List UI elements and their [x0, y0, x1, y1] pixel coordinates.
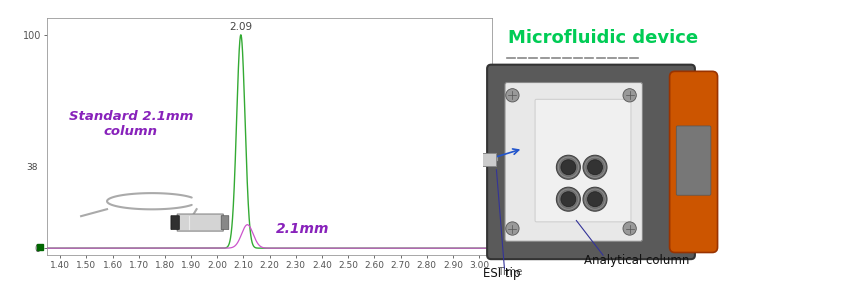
- Text: Microfluidic device: Microfluidic device: [508, 29, 698, 47]
- FancyBboxPatch shape: [669, 71, 717, 252]
- Circle shape: [556, 155, 580, 179]
- Circle shape: [623, 222, 636, 235]
- Text: 2.09: 2.09: [229, 22, 253, 32]
- Circle shape: [583, 155, 607, 179]
- FancyBboxPatch shape: [177, 214, 223, 231]
- FancyBboxPatch shape: [487, 65, 695, 259]
- FancyBboxPatch shape: [221, 216, 229, 229]
- Circle shape: [623, 89, 636, 102]
- FancyBboxPatch shape: [535, 99, 631, 222]
- FancyBboxPatch shape: [457, 149, 473, 170]
- Circle shape: [506, 89, 519, 102]
- FancyBboxPatch shape: [676, 126, 710, 195]
- FancyBboxPatch shape: [459, 153, 496, 166]
- FancyBboxPatch shape: [171, 216, 179, 229]
- Circle shape: [587, 160, 603, 175]
- Circle shape: [587, 192, 603, 207]
- Text: 38: 38: [26, 163, 38, 172]
- Text: Standard 2.1mm
column: Standard 2.1mm column: [68, 110, 193, 139]
- FancyBboxPatch shape: [505, 83, 642, 241]
- Circle shape: [583, 187, 607, 211]
- Circle shape: [556, 187, 580, 211]
- Circle shape: [561, 192, 576, 207]
- Text: 2.1mm: 2.1mm: [276, 222, 330, 236]
- Circle shape: [506, 222, 519, 235]
- Text: Analytical column: Analytical column: [585, 254, 690, 267]
- Text: Time: Time: [497, 267, 523, 277]
- Text: ESI tip: ESI tip: [483, 267, 520, 280]
- Circle shape: [561, 160, 576, 175]
